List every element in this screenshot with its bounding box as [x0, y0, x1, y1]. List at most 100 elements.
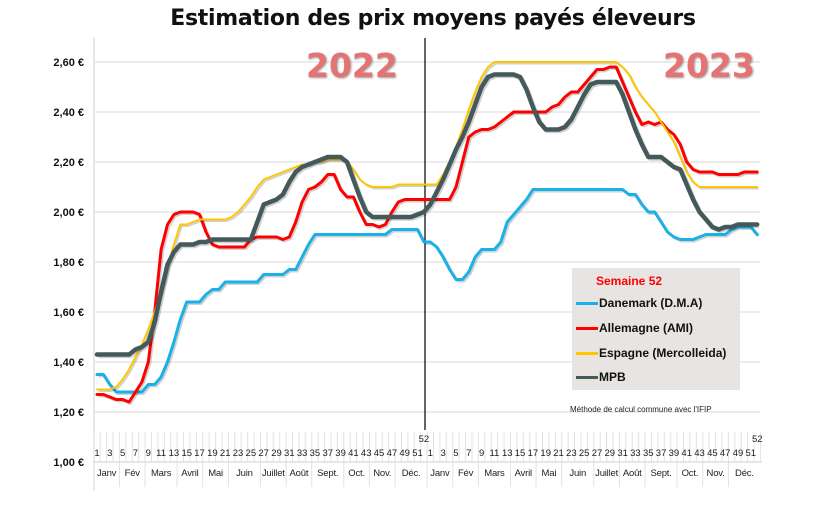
x-tick-label: 35	[643, 448, 654, 459]
legend-title: Semaine 52	[596, 274, 663, 288]
month-label: Juin	[569, 468, 586, 479]
x-tick-label: 17	[194, 448, 205, 459]
x-tick-label: 43	[694, 448, 705, 459]
series-line-espagne	[96, 61, 759, 391]
month-label: Déc.	[735, 468, 754, 479]
x-tick-label: 19	[207, 448, 218, 459]
x-tick-label: 31	[617, 448, 628, 459]
x-tick-label: 52	[752, 434, 763, 445]
month-label: Sept.	[650, 468, 671, 479]
month-label: Sept.	[317, 468, 338, 479]
x-tick-label: 1	[428, 448, 433, 459]
legend-item-allemagne: Allemagne (AMI)	[576, 321, 693, 335]
month-label: Juillet	[595, 468, 618, 479]
month-label: Juin	[236, 468, 253, 479]
x-tick-label: 9	[479, 448, 484, 459]
month-label: Nov.	[707, 468, 725, 479]
x-tick-label: 51	[746, 448, 757, 459]
x-tick-label: 31	[284, 448, 295, 459]
x-tick-label: 43	[361, 448, 372, 459]
x-tick-label: 7	[466, 448, 471, 459]
x-tick-label: 19	[540, 448, 551, 459]
x-tick-label: 25	[579, 448, 590, 459]
y-tick-label: 2,00 €	[53, 207, 84, 219]
month-label: Oct.	[348, 468, 365, 479]
y-tick-label: 1,40 €	[53, 357, 84, 369]
series-line-danemark	[95, 188, 759, 394]
x-tick-label: 39	[669, 448, 680, 459]
month-label: Mars	[151, 468, 172, 479]
legend-swatch	[576, 301, 598, 305]
month-label: Août	[290, 468, 309, 479]
y-tick-label: 2,20 €	[53, 157, 84, 169]
x-tick-label: 27	[258, 448, 269, 459]
x-tick-label: 1	[94, 448, 99, 459]
x-tick-label: 39	[335, 448, 346, 459]
y-tick-label: 2,40 €	[53, 107, 84, 119]
legend-label: MPB	[599, 370, 626, 384]
y-tick-label: 1,00 €	[53, 457, 84, 469]
legend-swatch	[576, 351, 598, 355]
year-label-2022: 2022	[306, 46, 398, 85]
month-label: Janv	[430, 468, 450, 479]
x-tick-label: 23	[566, 448, 577, 459]
x-tick-label: 21	[553, 448, 564, 459]
x-tick-label: 5	[453, 448, 458, 459]
x-tick-label: 37	[322, 448, 333, 459]
month-label: Oct.	[682, 468, 699, 479]
legend-label: Allemagne (AMI)	[599, 321, 694, 335]
month-label: Juillet	[262, 468, 285, 479]
x-tick-label: 3	[440, 448, 445, 459]
y-tick-label: 2,60 €	[53, 57, 84, 69]
month-label: Fév	[125, 468, 141, 479]
month-label: Mai	[542, 468, 557, 479]
x-tick-label: 35	[310, 448, 321, 459]
month-label: Fév	[458, 468, 474, 479]
month-label: Janv	[97, 468, 117, 479]
x-tick-label: 21	[220, 448, 231, 459]
x-tick-label: 41	[348, 448, 359, 459]
x-tick-label: 52	[419, 434, 430, 445]
x-tick-label: 29	[605, 448, 616, 459]
x-tick-label: 33	[297, 448, 308, 459]
x-tick-label: 15	[181, 448, 192, 459]
legend: Semaine 52 Danemark (D.M.A) Allemagne (A…	[572, 268, 740, 390]
x-tick-label: 15	[515, 448, 526, 459]
x-tick-label: 11	[156, 448, 166, 459]
month-label: Avril	[181, 468, 198, 479]
x-tick-label: 41	[681, 448, 692, 459]
x-tick-label: 13	[502, 448, 513, 459]
method-note: Méthode de calcul commune avec l'IFIP	[570, 405, 712, 414]
year-label-2023: 2023	[663, 46, 755, 85]
x-tick-label: 29	[271, 448, 282, 459]
x-tick-label: 23	[233, 448, 244, 459]
x-tick-label: 33	[630, 448, 641, 459]
month-label: Août	[623, 468, 642, 479]
month-label: Déc.	[402, 468, 421, 479]
legend-item-danemark: Danemark (D.M.A)	[576, 296, 702, 310]
chart-title: Estimation des prix moyens payés éleveur…	[170, 6, 696, 31]
legend-item-espagne: Espagne (Mercolleida)	[576, 346, 726, 360]
month-label: Nov.	[373, 468, 391, 479]
x-tick-label: 7	[133, 448, 138, 459]
x-tick-label: 3	[107, 448, 112, 459]
x-tick-label: 45	[707, 448, 718, 459]
y-tick-label: 1,80 €	[53, 257, 84, 269]
month-label: Mars	[484, 468, 505, 479]
x-tick-label: 45	[374, 448, 385, 459]
x-tick-label: 5	[120, 448, 125, 459]
legend-swatch	[576, 375, 598, 379]
x-tick-label: 47	[387, 448, 398, 459]
x-tick-label: 37	[656, 448, 667, 459]
x-tick-label: 47	[720, 448, 731, 459]
x-tick-label: 11	[489, 448, 499, 459]
y-tick-label: 1,60 €	[53, 307, 84, 319]
x-tick-label: 9	[146, 448, 151, 459]
legend-swatch	[576, 326, 598, 330]
x-tick-label: 25	[246, 448, 257, 459]
y-tick-label: 1,20 €	[53, 407, 84, 419]
month-label: Mai	[208, 468, 223, 479]
month-label: Avril	[515, 468, 532, 479]
